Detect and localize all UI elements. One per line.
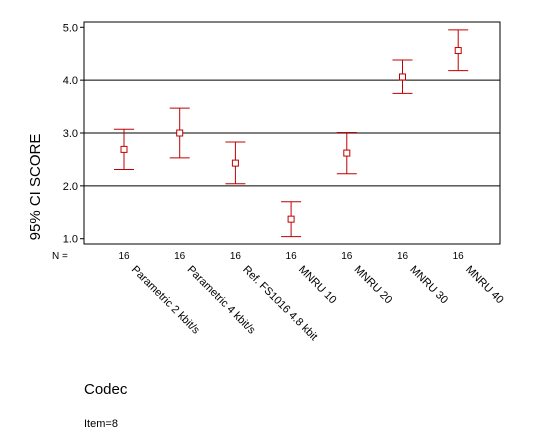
error-bar [114, 128, 134, 170]
x-category-label: MNRU 30 [407, 264, 450, 307]
x-category-label: MNRU 40 [463, 264, 506, 307]
y-tick-label: 3.0 [63, 128, 78, 140]
n-value: 16 [341, 251, 353, 262]
error-bar [392, 59, 413, 94]
mean-marker [343, 149, 351, 157]
n-value: 16 [174, 251, 186, 262]
y-tick-label: 1.0 [63, 234, 78, 246]
mean-marker [454, 47, 462, 55]
y-axis-ticks: 1.0 2.0 3.0 4.0 5.0 [63, 22, 84, 246]
mean-marker [287, 215, 295, 223]
error-bar [169, 107, 190, 159]
x-category-label: MNRU 10 [296, 264, 339, 307]
n-value: 16 [453, 251, 465, 262]
error-bar [336, 131, 357, 175]
error-bar [448, 29, 469, 72]
n-label: N = [52, 251, 68, 262]
n-value: 16 [118, 251, 130, 262]
error-bar [281, 201, 302, 238]
error-bar [225, 141, 246, 185]
x-axis-title: Codec [84, 381, 128, 398]
error-bar-series [114, 29, 469, 238]
y-tick-label: 2.0 [63, 181, 78, 193]
n-value: 16 [397, 251, 409, 262]
footnote: Item=8 [84, 418, 118, 430]
n-value: 16 [286, 251, 298, 262]
n-value: 16 [230, 251, 242, 262]
gridlines [84, 79, 500, 187]
mean-marker [231, 159, 239, 167]
n-row: N = 16 16 16 16 16 16 16 [52, 251, 464, 262]
y-tick-label: 4.0 [63, 75, 78, 87]
mean-marker [399, 73, 406, 81]
y-axis-title: 95% CI SCORE [27, 134, 44, 241]
y-tick-label: 5.0 [63, 22, 78, 34]
mean-marker [176, 129, 184, 137]
mean-marker [120, 145, 128, 153]
x-category-label: MNRU 20 [352, 264, 395, 307]
